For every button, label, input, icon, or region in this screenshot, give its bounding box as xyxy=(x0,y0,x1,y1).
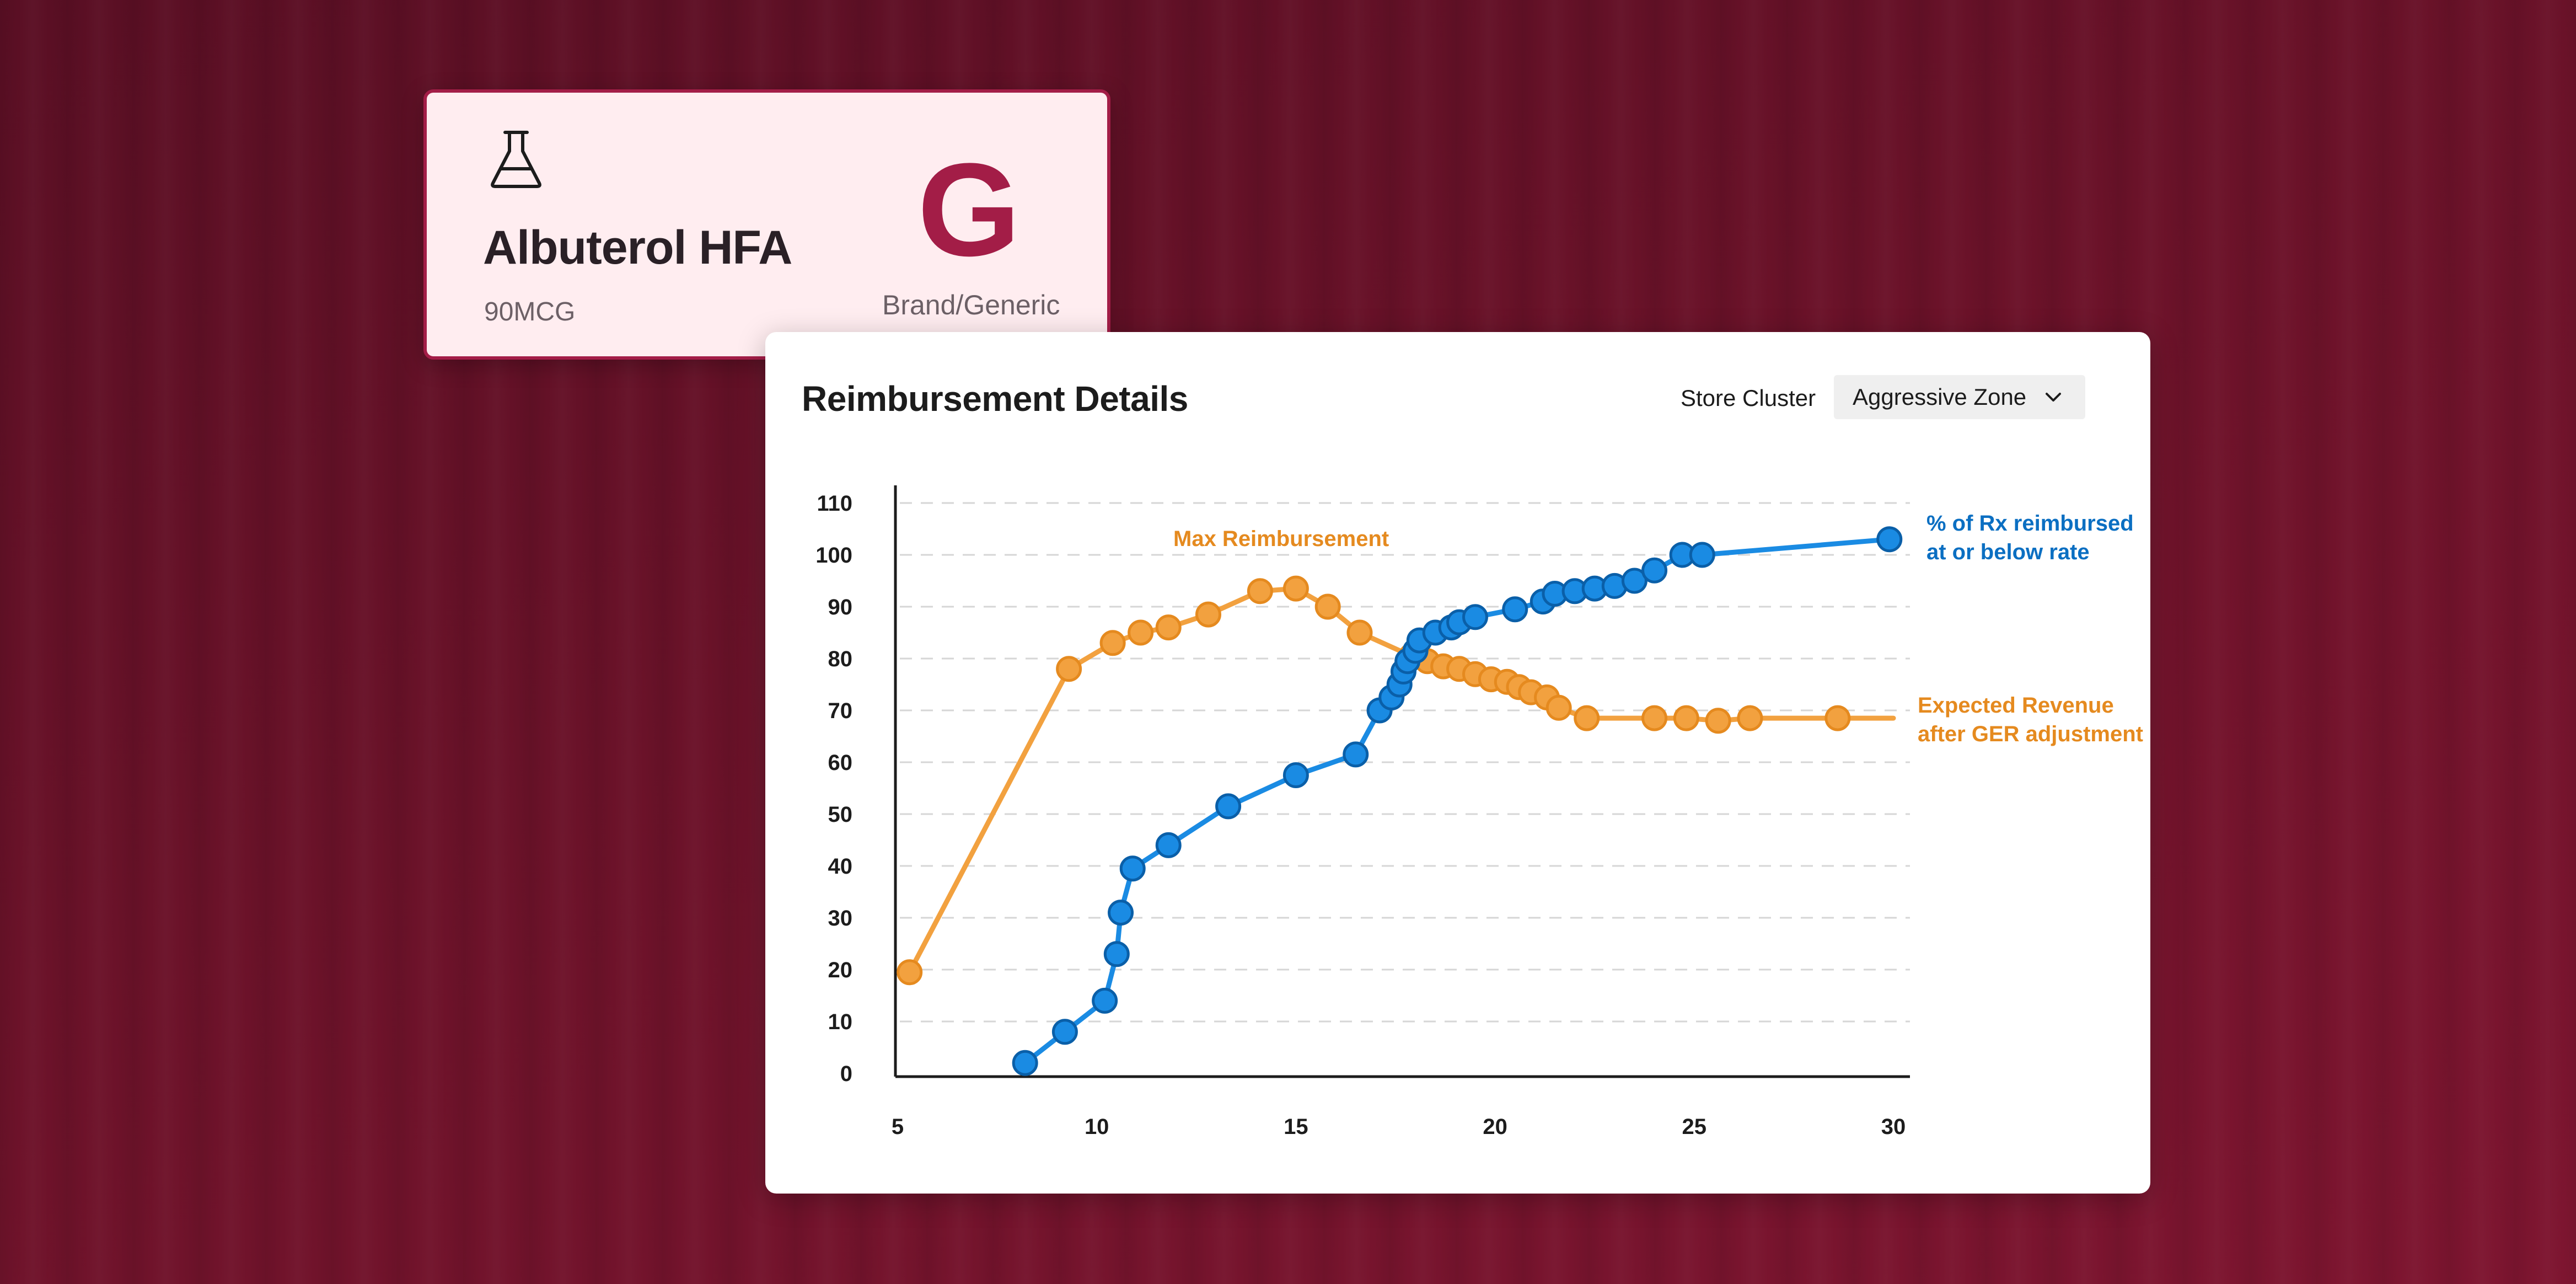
data-point xyxy=(1282,762,1309,788)
data-point xyxy=(1314,593,1341,620)
store-cluster-dropdown[interactable]: Aggressive Zone xyxy=(1834,375,2085,419)
store-cluster-label: Store Cluster xyxy=(1681,385,1816,411)
y-tick-label: 60 xyxy=(828,751,853,775)
data-point xyxy=(1641,705,1668,731)
y-tick-label: 70 xyxy=(828,699,853,723)
x-tick-label: 15 xyxy=(1284,1115,1308,1139)
data-point xyxy=(897,959,923,986)
store-cluster-value: Aggressive Zone xyxy=(1853,384,2027,410)
x-tick-label: 10 xyxy=(1085,1115,1109,1139)
series-line xyxy=(907,586,1896,975)
y-tick-label: 80 xyxy=(828,647,853,671)
data-point xyxy=(1462,604,1488,630)
data-point xyxy=(1673,705,1699,731)
data-point xyxy=(1155,832,1182,858)
y-tick-label: 0 xyxy=(840,1062,852,1086)
x-tick-label: 25 xyxy=(1682,1115,1707,1139)
max-reimbursement-annotation: Max Reimbursement xyxy=(1173,527,1389,551)
data-point xyxy=(1876,526,1903,553)
data-point xyxy=(1343,741,1369,768)
data-point xyxy=(1545,694,1572,721)
reimbursement-chart: 0 10 20 30 40 50 60 70 80 90 100 110 5 10 15 20 25 30 % of… xyxy=(815,485,2143,1139)
data-point xyxy=(1282,575,1309,602)
data-point xyxy=(1502,596,1528,623)
drug-strength: 90MCG xyxy=(484,297,576,327)
y-tick-label: 20 xyxy=(828,958,853,982)
data-point xyxy=(1195,601,1221,628)
data-point xyxy=(1737,705,1763,731)
drug-type-label: Brand/Generic xyxy=(882,290,1060,320)
data-point xyxy=(1824,705,1851,731)
x-tick-label: 5 xyxy=(892,1115,904,1139)
y-tick-label: 110 xyxy=(817,491,852,516)
x-tick-label: 30 xyxy=(1881,1115,1906,1139)
data-point xyxy=(1056,656,1082,682)
data-point xyxy=(1705,708,1731,734)
data-point xyxy=(1155,614,1182,641)
y-tick-label: 50 xyxy=(828,802,853,827)
y-tick-label: 40 xyxy=(828,854,853,879)
data-point xyxy=(1641,557,1668,584)
y-tick-label: 30 xyxy=(828,906,853,930)
drug-type-letter: G xyxy=(917,136,1021,283)
y-tick-label: 90 xyxy=(828,595,853,619)
x-tick-label: 20 xyxy=(1483,1115,1507,1139)
data-point xyxy=(1247,578,1273,604)
series-label-orange: Expected Revenue after GER adjustment xyxy=(1918,693,2143,746)
panel-title: Reimbursement Details xyxy=(802,379,1188,419)
drug-card: Albuterol HFA 90MCG G Brand/Generic xyxy=(423,89,1110,360)
data-point xyxy=(1119,855,1146,882)
data-point xyxy=(1128,619,1154,646)
flask-icon xyxy=(491,131,541,188)
data-point xyxy=(1574,705,1600,731)
data-point xyxy=(1689,542,1715,568)
y-tick-label: 10 xyxy=(828,1010,853,1034)
data-point xyxy=(1215,793,1242,820)
data-point xyxy=(1099,630,1126,656)
data-point xyxy=(1092,987,1118,1014)
y-tick-label: 100 xyxy=(815,543,852,568)
drug-name: Albuterol HFA xyxy=(483,221,792,274)
data-point xyxy=(1621,568,1647,594)
data-point xyxy=(1051,1019,1078,1045)
series-label-blue: % of Rx reimbursed at or below rate xyxy=(1926,511,2134,564)
data-point xyxy=(1012,1050,1038,1076)
chevron-down-icon xyxy=(2046,393,2061,402)
reimbursement-panel: Reimbursement Details Store Cluster Aggr… xyxy=(765,332,2150,1194)
data-point xyxy=(1346,619,1373,646)
data-point xyxy=(1108,900,1134,926)
data-point xyxy=(1103,941,1130,967)
